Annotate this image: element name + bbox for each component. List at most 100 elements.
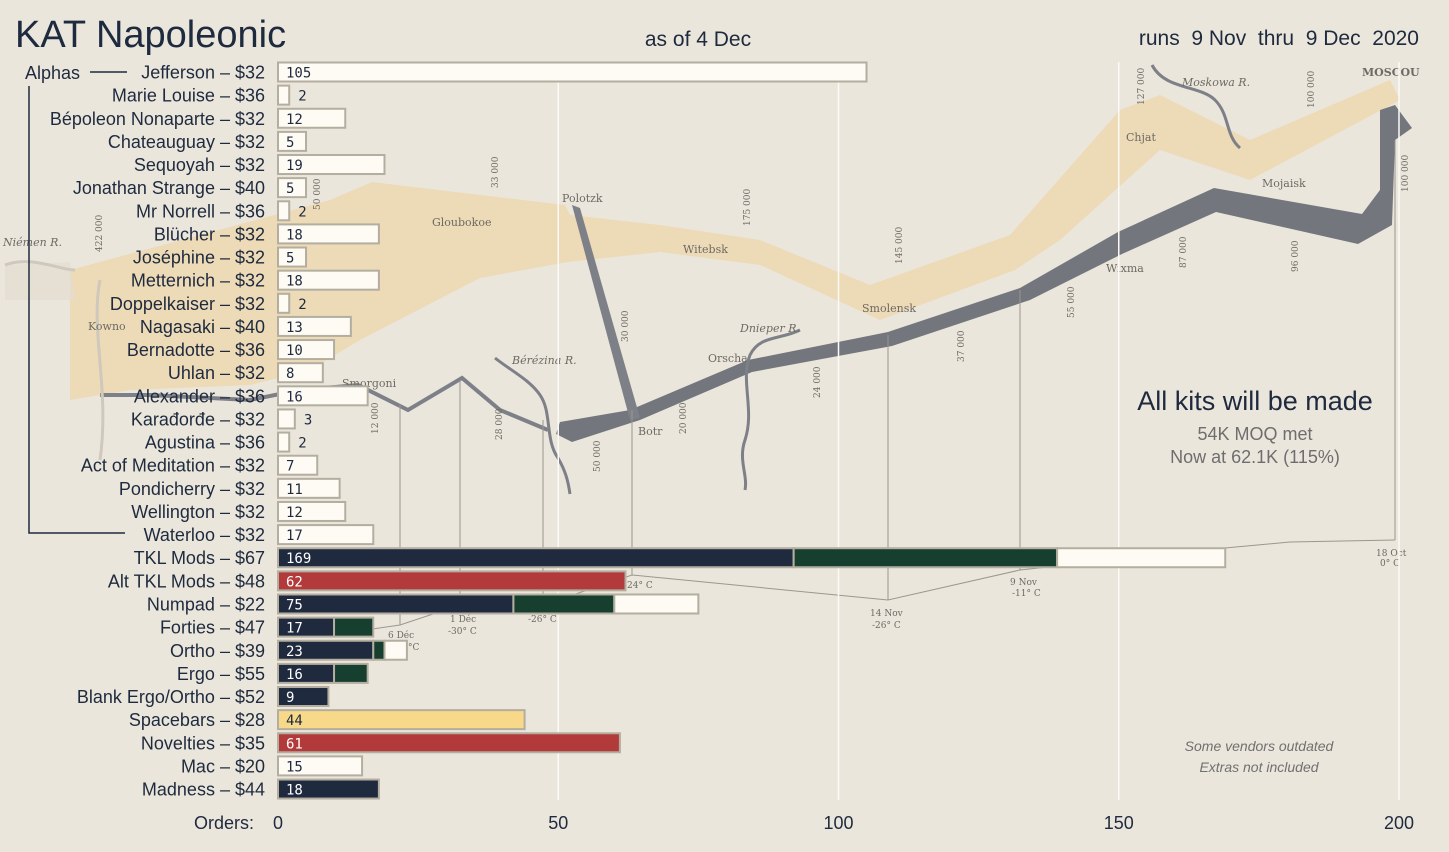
bar-segment	[277, 593, 515, 615]
x-tick-label: 100	[823, 813, 853, 833]
bar-segment	[613, 593, 700, 615]
bar-segment	[383, 639, 408, 661]
map-troops-label: 33 000	[491, 156, 501, 188]
bar-category-label: Uhlan – $32	[168, 363, 265, 383]
bar-category-label: Alt TKL Mods – $48	[108, 571, 265, 591]
bar-value-label: 61	[286, 736, 303, 752]
bar-category-label: Metternich – $32	[131, 271, 265, 291]
bar-segment	[277, 709, 526, 731]
map-troops-label: 12 000	[371, 402, 381, 434]
x-tick-label: 150	[1104, 813, 1134, 833]
bar-segment	[277, 154, 386, 176]
bar-value-label: 2	[298, 204, 306, 220]
bar-segment	[277, 547, 795, 569]
bar-segment	[277, 84, 291, 106]
bar-category-label: Marie Louise – $36	[112, 86, 265, 106]
map-troops-label: 87 000	[1179, 236, 1189, 268]
map-city-wixma: Wixma	[1106, 262, 1144, 275]
bar-value-label: 15	[286, 759, 303, 775]
x-tick-label: 0	[273, 813, 283, 833]
bar-segment	[277, 339, 336, 361]
alphas-group-label: Alphas	[25, 63, 80, 83]
run-dates: runs 9 Nov thru 9 Dec 2020	[1139, 27, 1419, 50]
moq-annotation: All kits will be made 54K MOQ met Now at…	[1137, 386, 1373, 467]
annotation-headline: All kits will be made	[1137, 386, 1373, 416]
bar-category-label: Doppelkaiser – $32	[110, 294, 265, 314]
bar-segment	[333, 662, 369, 684]
bar-category-label: Act of Meditation – $32	[81, 456, 265, 476]
map-temp-label: 6 Déc	[388, 630, 414, 641]
bar-category-label: Blücher – $32	[154, 224, 265, 244]
x-tick-label: 50	[548, 813, 568, 833]
map-river-moskowa-label: Moskowa R.	[1181, 76, 1250, 89]
bar-segment	[277, 130, 308, 152]
bar-value-label: 12	[286, 505, 303, 521]
map-river-berezina	[494, 356, 572, 495]
bar-value-label: 2	[298, 297, 306, 313]
map-river-niemen-label: Niémen R.	[2, 236, 62, 249]
map-troops-label: 28 000	[495, 408, 505, 440]
map-city-witebsk: Witebsk	[683, 243, 728, 256]
bar-value-label: 18	[286, 783, 303, 799]
bar-category-label: Bépoleon Nonaparte – $32	[50, 109, 265, 129]
bar-segment	[277, 362, 324, 384]
bar-value-label: 5	[286, 181, 294, 197]
map-temp-label: 0° C	[1380, 559, 1400, 569]
bar-segment	[277, 177, 308, 199]
map-temp-label: -30° C	[448, 627, 477, 637]
bar-category-label: Mac – $20	[181, 756, 265, 776]
bar-category-label: Karađorđe – $32	[131, 409, 265, 429]
bar-category-label: Pondicherry – $32	[119, 479, 265, 499]
map-troops-label: 100 000	[1401, 155, 1411, 192]
bar-segment	[277, 570, 627, 592]
bar-category-label: Agustina – $36	[145, 433, 265, 453]
map-river-moskowa	[1150, 64, 1242, 150]
map-advance-band	[70, 80, 1400, 400]
map-troops-label: 50 000	[313, 178, 323, 210]
map-troops-label: 100 000	[1307, 71, 1317, 108]
bar-value-label: 12	[286, 112, 303, 128]
bar-segment	[277, 269, 380, 291]
bar-category-label: Bernadotte – $36	[127, 340, 265, 360]
bar-segment	[277, 223, 380, 245]
x-tick-label: 200	[1384, 813, 1414, 833]
bar-segment	[277, 431, 291, 453]
map-temp-label: 14 Nov	[870, 609, 904, 619]
x-axis: Orders: 0 50 100 150 200	[194, 813, 1414, 833]
map-temp-label: -26° C	[528, 615, 557, 625]
map-river-dnieper-label: Dnieper R.	[739, 322, 800, 335]
bar-value-label: 75	[286, 597, 303, 613]
map-temperature-lines	[329, 140, 1396, 636]
bar-value-label: 2	[298, 436, 306, 452]
bar-segment	[277, 200, 291, 222]
bar-segment	[277, 454, 319, 476]
map-advance-band-west	[5, 262, 75, 300]
bar-value-label: 9	[286, 690, 294, 706]
bar-value-label: 16	[286, 667, 303, 683]
bar-value-label: 5	[286, 135, 294, 151]
bar-value-label: 17	[286, 621, 303, 637]
map-retreat-branch-polotzk	[572, 205, 640, 420]
map-troops-label: 145 000	[895, 227, 905, 264]
map-city-kowno: Kowno	[88, 320, 126, 333]
map-troops-label: 127 000	[1137, 68, 1147, 105]
bar-segment	[792, 547, 1059, 569]
bar-category-label: Jefferson – $32	[141, 63, 265, 83]
bar-category-label: Wellington – $32	[131, 502, 265, 522]
bar-category-label: Madness – $44	[142, 780, 265, 800]
bar-segment	[277, 778, 380, 800]
bar-value-label: 16	[286, 389, 303, 405]
map-temp-label: -11° C	[1012, 589, 1041, 599]
bar-value-label: 18	[286, 227, 303, 243]
bar-segment	[1056, 547, 1227, 569]
bar-value-label: 169	[286, 551, 311, 567]
map-river-dnieper	[740, 328, 801, 491]
x-axis-label: Orders:	[194, 813, 254, 833]
map-troops-label: 20 000	[679, 402, 689, 434]
bar-category-label: Nagasaki – $40	[140, 317, 265, 337]
map-temp-label: -24° C	[624, 581, 653, 591]
bar-value-label: 17	[286, 528, 303, 544]
bar-category-label: Sequoyah – $32	[134, 155, 265, 175]
